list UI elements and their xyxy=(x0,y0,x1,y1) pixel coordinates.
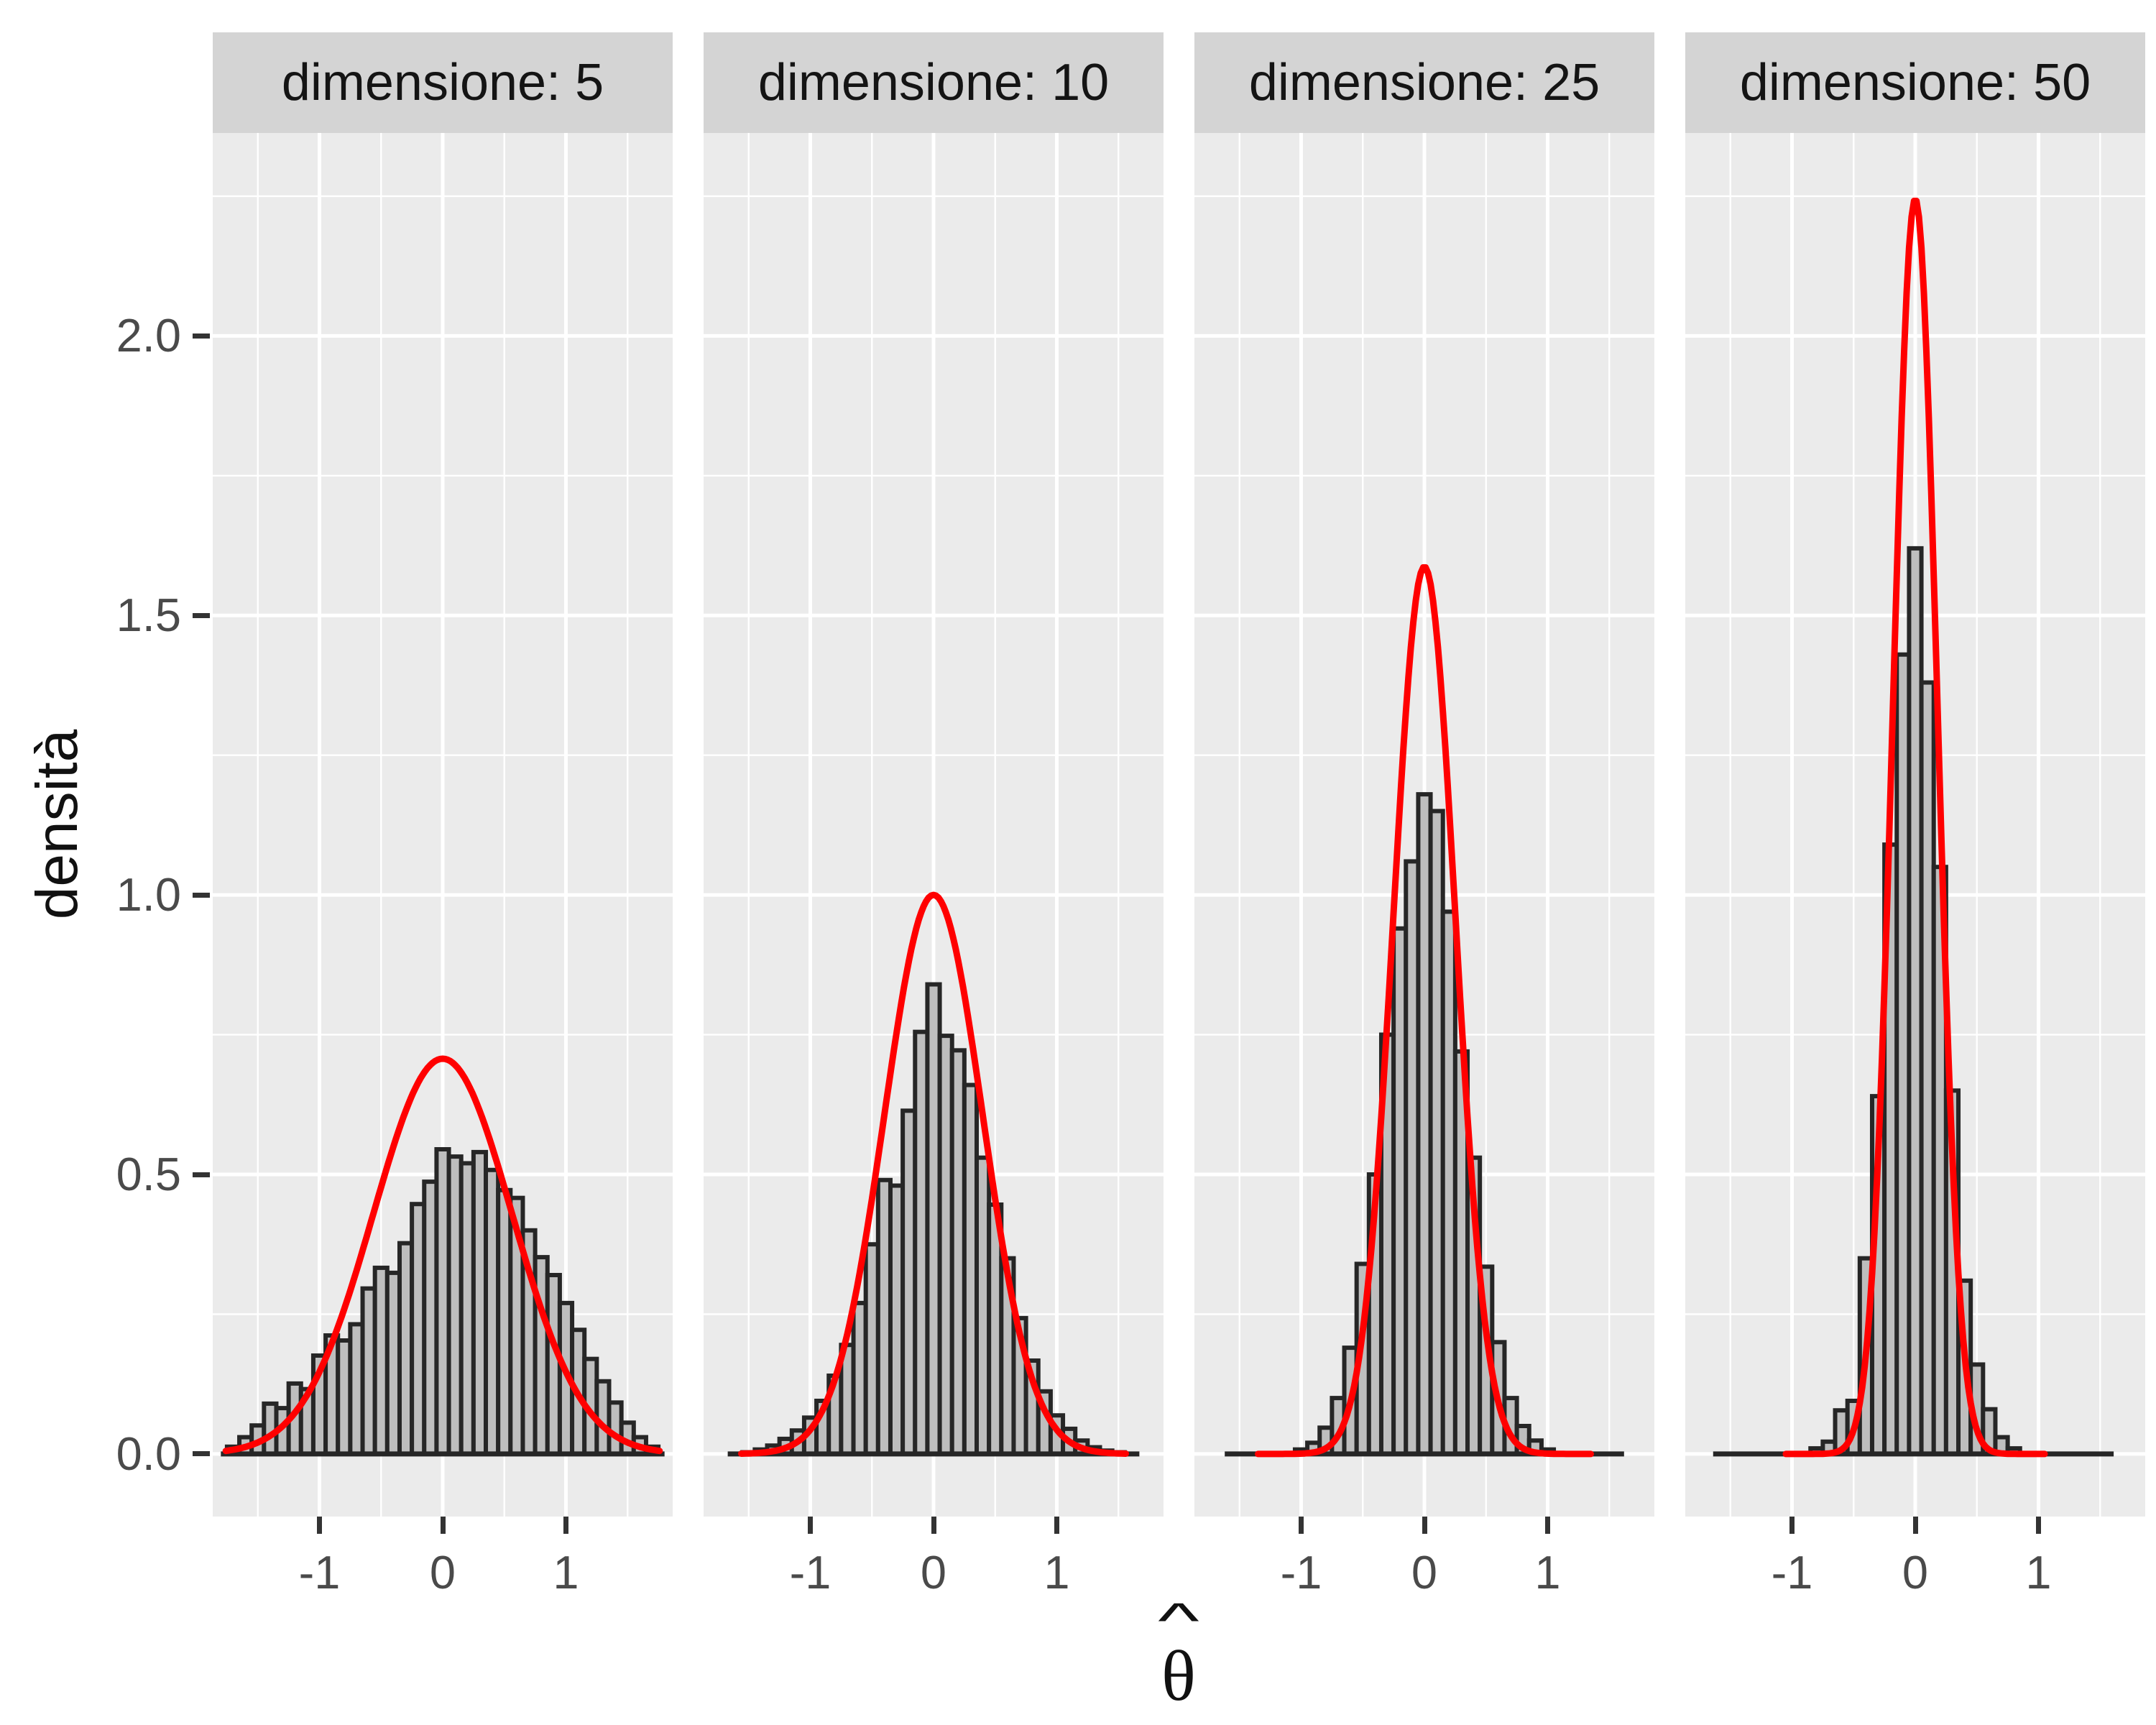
x-tick-mark xyxy=(317,1517,322,1534)
y-tick-label: 1.5 xyxy=(116,589,181,642)
facet-strip-dimensione-5: dimensione: 5 xyxy=(213,32,673,133)
y-tick-mark xyxy=(193,892,210,898)
x-tick-label: 0 xyxy=(920,1546,947,1598)
panel-canvas xyxy=(704,133,1164,1517)
x-tick-mark xyxy=(808,1517,813,1534)
x-tick-mark xyxy=(440,1517,446,1534)
x-tick-label: 1 xyxy=(553,1546,579,1598)
x-axis-title: ^ θ xyxy=(1158,1593,1199,1716)
x-tick-mark xyxy=(1912,1517,1918,1534)
y-tick-mark xyxy=(193,612,210,618)
plot-panel-dimensione-50 xyxy=(1685,133,2145,1517)
x-tick-label: -1 xyxy=(1280,1546,1322,1598)
y-tick-label: 0.0 xyxy=(116,1427,181,1480)
theta-hat-accent: ^ xyxy=(1158,1593,1199,1649)
density-curve xyxy=(1255,564,1594,1458)
y-tick-label: 2.0 xyxy=(116,309,181,362)
plot-panel-dimensione-25 xyxy=(1194,133,1654,1517)
plot-panel-dimensione-10 xyxy=(704,133,1164,1517)
x-tick-mark xyxy=(563,1517,568,1534)
density-curve xyxy=(738,891,1129,1457)
x-tick-mark xyxy=(1422,1517,1427,1534)
x-tick-label: -1 xyxy=(789,1546,831,1598)
x-tick-mark xyxy=(931,1517,936,1534)
density-curve xyxy=(1782,198,2048,1458)
x-tick-label: 1 xyxy=(2025,1546,2052,1598)
x-tick-label: 0 xyxy=(429,1546,456,1598)
histogram-bars xyxy=(740,982,1127,1456)
x-tick-label: -1 xyxy=(298,1546,341,1598)
plot-panel-dimensione-5 xyxy=(213,133,673,1517)
y-tick-mark xyxy=(193,1172,210,1177)
panel-canvas xyxy=(1685,133,2145,1517)
facet-strip-label: dimensione: 5 xyxy=(281,54,604,111)
facet-strip-label: dimensione: 10 xyxy=(757,54,1110,111)
facet-strip-dimensione-10: dimensione: 10 xyxy=(704,32,1164,133)
x-tick-mark xyxy=(1299,1517,1304,1534)
x-tick-mark xyxy=(1789,1517,1795,1534)
x-tick-label: -1 xyxy=(1771,1546,1813,1598)
facet-strip-dimensione-25: dimensione: 25 xyxy=(1194,32,1654,133)
y-tick-label: 0.5 xyxy=(116,1148,181,1200)
panel-canvas xyxy=(213,133,673,1517)
theta-symbol: θ xyxy=(1161,1636,1196,1716)
y-tick-mark xyxy=(193,333,210,339)
x-tick-mark xyxy=(1054,1517,1059,1534)
panel-canvas xyxy=(1194,133,1654,1517)
facet-strip-dimensione-50: dimensione: 50 xyxy=(1685,32,2145,133)
facet-strip-label: dimensione: 50 xyxy=(1739,54,2091,111)
density-curve xyxy=(222,1055,663,1455)
x-tick-label: 0 xyxy=(1902,1546,1929,1598)
x-tick-label: 1 xyxy=(1044,1546,1070,1598)
y-tick-mark xyxy=(193,1451,210,1457)
x-tick-mark xyxy=(2035,1517,2041,1534)
x-tick-mark xyxy=(1544,1517,1550,1534)
x-tick-label: 1 xyxy=(1534,1546,1561,1598)
facet-strip-label: dimensione: 25 xyxy=(1248,54,1600,111)
x-tick-label: 0 xyxy=(1411,1546,1438,1598)
y-tick-label: 1.0 xyxy=(116,868,181,921)
